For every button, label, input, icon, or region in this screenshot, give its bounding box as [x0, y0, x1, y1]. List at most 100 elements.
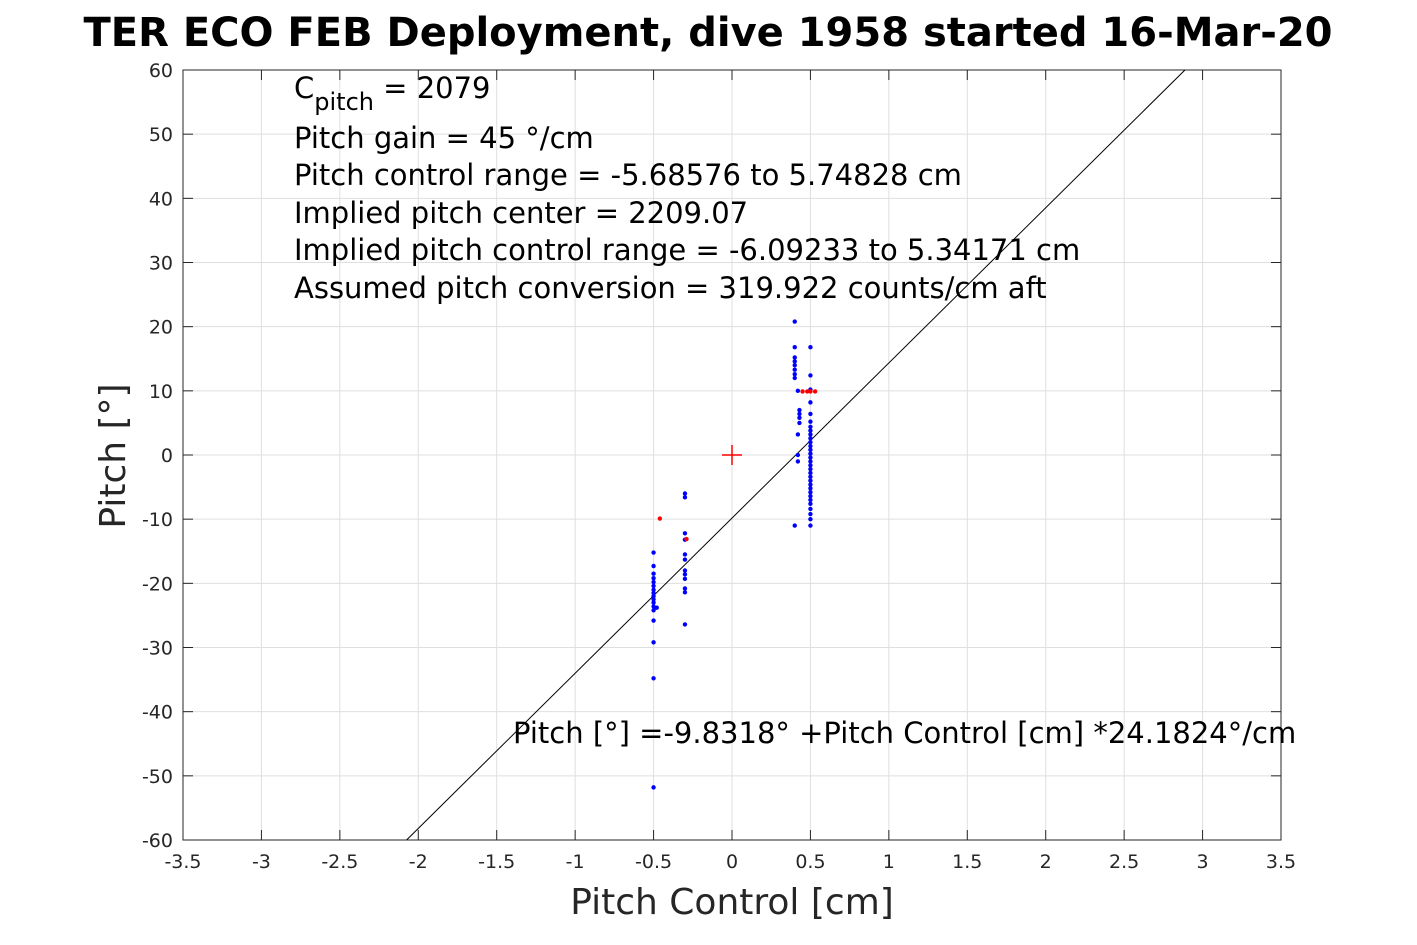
data-point — [808, 490, 813, 495]
data-point — [808, 463, 813, 468]
data-point — [797, 420, 802, 426]
data-point — [805, 389, 810, 394]
implied-pitch-center-annotation: Implied pitch center = 2209.07 — [294, 196, 748, 230]
data-point — [682, 572, 688, 577]
data-point — [651, 785, 656, 790]
data-point — [808, 345, 813, 350]
y-tick-label: 30 — [149, 253, 173, 275]
x-tick-label: -1 — [566, 851, 585, 873]
x-tick-label: -2.5 — [321, 851, 358, 873]
data-point — [651, 600, 656, 605]
data-point — [792, 523, 797, 528]
implied-pitch-control-range-annotation: Implied pitch control range = -6.09233 t… — [294, 233, 1080, 267]
y-tick-label: -40 — [142, 702, 173, 724]
c-pitch-subscript: pitch — [314, 88, 374, 116]
data-point — [808, 400, 813, 405]
data-point — [808, 516, 813, 522]
x-tick-label: 1 — [883, 851, 895, 873]
data-point — [808, 466, 813, 472]
center-marker-layer — [722, 445, 742, 465]
data-point — [651, 587, 656, 592]
scatter-point-layer — [651, 319, 818, 790]
data-point — [682, 590, 688, 595]
c-pitch-annotation: Cpitch = 2079 — [294, 71, 491, 116]
y-tick-label: 60 — [149, 60, 173, 82]
data-point — [651, 563, 656, 569]
data-point — [795, 432, 801, 437]
data-point — [808, 428, 813, 433]
data-point — [651, 579, 656, 585]
x-tick-label: 0 — [726, 851, 738, 873]
data-point — [651, 571, 656, 576]
x-tick-label: 2 — [1040, 851, 1052, 873]
y-tick-label: 0 — [161, 445, 173, 467]
y-tick-label: -60 — [142, 830, 173, 852]
y-tick-label: -10 — [142, 509, 173, 531]
data-point — [651, 583, 656, 589]
data-point — [808, 455, 813, 460]
center-plus-marker — [722, 445, 742, 465]
data-point — [651, 593, 656, 599]
data-point — [797, 407, 802, 413]
data-point — [808, 523, 813, 528]
data-point — [808, 482, 813, 487]
data-point — [795, 459, 801, 464]
x-tick-label: -2 — [409, 851, 428, 873]
data-point — [808, 447, 813, 453]
data-point — [797, 415, 802, 420]
data-point — [808, 474, 813, 480]
data-point — [792, 359, 797, 364]
data-point — [792, 319, 797, 324]
data-point — [808, 443, 813, 449]
data-point — [795, 452, 801, 458]
x-tick-label: 3 — [1197, 851, 1209, 873]
data-point — [808, 432, 813, 437]
y-tick-label: 50 — [149, 124, 173, 146]
data-point — [651, 618, 656, 623]
data-point — [808, 478, 813, 483]
pitch-gain-annotation: Pitch gain = 45 °/cm — [294, 121, 594, 155]
data-point — [682, 491, 688, 496]
y-tick-label: -50 — [142, 766, 173, 788]
data-point — [808, 511, 813, 517]
x-tick-label: 1.5 — [952, 851, 982, 873]
data-point — [654, 605, 659, 610]
chart-title: TER ECO FEB Deployment, dive 1958 starte… — [83, 10, 1332, 56]
data-point — [808, 424, 813, 429]
data-point — [792, 345, 797, 350]
data-point — [797, 411, 802, 417]
data-point — [684, 536, 689, 542]
data-point — [792, 362, 797, 368]
x-tick-label: 0.5 — [795, 851, 825, 873]
x-axis-label: Pitch Control [cm] — [570, 882, 894, 923]
data-point — [808, 459, 813, 464]
data-point — [792, 375, 797, 381]
data-point — [657, 516, 663, 521]
data-point — [808, 493, 813, 499]
data-point — [808, 436, 813, 441]
data-point — [808, 389, 813, 394]
data-point — [792, 371, 797, 377]
data-point — [651, 640, 656, 645]
data-point — [682, 495, 688, 500]
data-point — [651, 550, 656, 555]
y-axis-label: Pitch [°] — [93, 383, 134, 528]
data-point — [808, 419, 813, 424]
data-point — [651, 576, 656, 581]
x-tick-label: -0.5 — [635, 851, 672, 873]
tick-layer: -3.5 -3 -2.5 -2 -1.5 -1 -0.5 0 0.5 1 1.5 2 2.5 3 3.5 -6… — [142, 60, 1296, 873]
y-tick-label: -20 — [142, 573, 173, 595]
data-point — [651, 590, 656, 596]
data-point — [795, 388, 801, 394]
assumed-pitch-conversion-annotation: Assumed pitch conversion = 319.922 count… — [294, 271, 1047, 305]
data-point — [808, 486, 813, 491]
x-tick-label: -3.5 — [164, 851, 201, 873]
data-point — [682, 531, 688, 536]
data-point — [812, 389, 818, 394]
x-tick-label: -1.5 — [478, 851, 515, 873]
x-tick-label: -3 — [252, 851, 271, 873]
data-point — [808, 411, 813, 417]
data-point — [651, 608, 656, 613]
data-point — [682, 576, 688, 582]
